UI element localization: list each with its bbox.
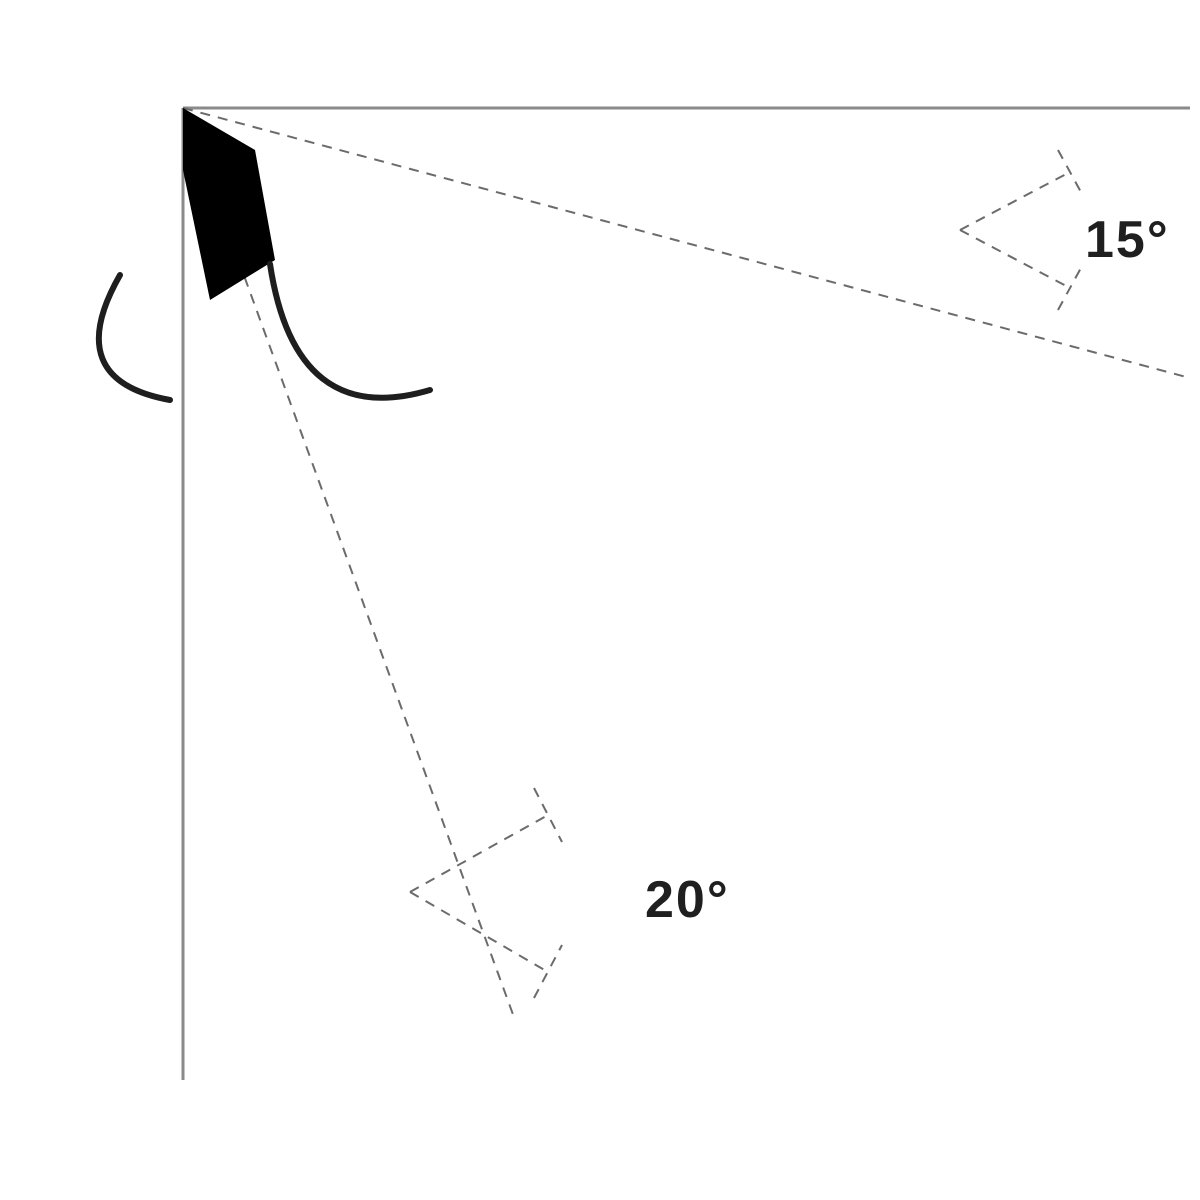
diagram-stage: 15° 20° <box>0 0 1200 1200</box>
angle-label-15: 15° <box>1085 210 1170 270</box>
angle-label-20: 20° <box>645 870 730 930</box>
diagram-svg <box>0 0 1200 1200</box>
